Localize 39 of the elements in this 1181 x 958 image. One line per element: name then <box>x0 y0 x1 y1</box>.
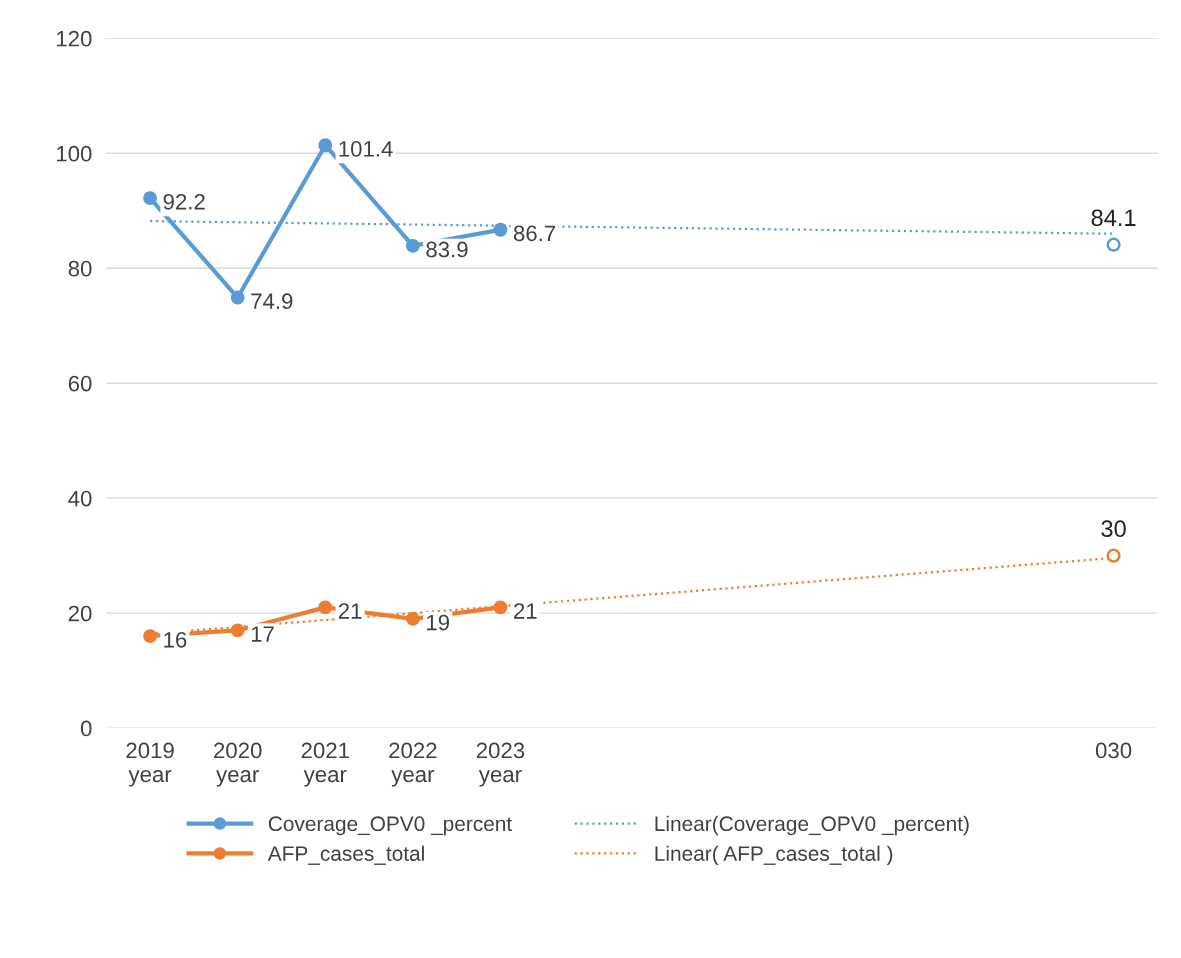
y-tick-label: 40 <box>68 490 92 507</box>
legend-label: Linear(Coverage_OPV0 _percent) <box>655 815 969 836</box>
legend-label: Linear( AFP_cases_total ) <box>655 845 893 866</box>
point <box>143 191 158 206</box>
point <box>1106 548 1121 563</box>
point <box>405 238 420 253</box>
data-label: 17 <box>251 626 274 642</box>
data-label: 101.4 <box>339 141 393 157</box>
y-tick-label: 80 <box>68 260 92 277</box>
data-label: 84.1 <box>1091 209 1136 227</box>
data-label: 83.9 <box>426 241 468 258</box>
point <box>143 629 158 644</box>
data-label: 86.7 <box>513 225 556 242</box>
point <box>230 623 245 638</box>
data-label: 16 <box>164 631 187 648</box>
data-label: 30 <box>1101 520 1126 538</box>
x-tick-label: 2023 year <box>476 742 525 787</box>
y-tick-label: 60 <box>68 375 92 392</box>
y-tick-label: 120 <box>57 30 92 47</box>
point <box>230 290 245 305</box>
point <box>1106 237 1121 252</box>
legend-label: AFP_cases_total <box>267 845 424 865</box>
x-tick-label: 2021 year <box>301 742 349 787</box>
x-tick-label: 2020 year <box>214 742 262 787</box>
y-tick-label: 100 <box>57 145 92 162</box>
point <box>405 611 420 626</box>
y-tick-label: 20 <box>68 605 92 622</box>
point <box>318 600 333 615</box>
data-label: 74.9 <box>251 293 293 310</box>
data-label: 21 <box>514 603 537 619</box>
data-label: 92.2 <box>163 193 205 210</box>
data-label: 19 <box>427 614 450 631</box>
data-label: 21 <box>338 603 362 619</box>
x-tick-label: 2022 year <box>389 742 437 787</box>
legend-label: Coverage_OPV0 _percent <box>268 816 512 836</box>
x-tick-label: 030 <box>1095 742 1132 759</box>
x-tick-label: 2019 year <box>126 742 174 787</box>
y-tick-label: 0 <box>80 720 92 737</box>
point <box>318 138 333 153</box>
